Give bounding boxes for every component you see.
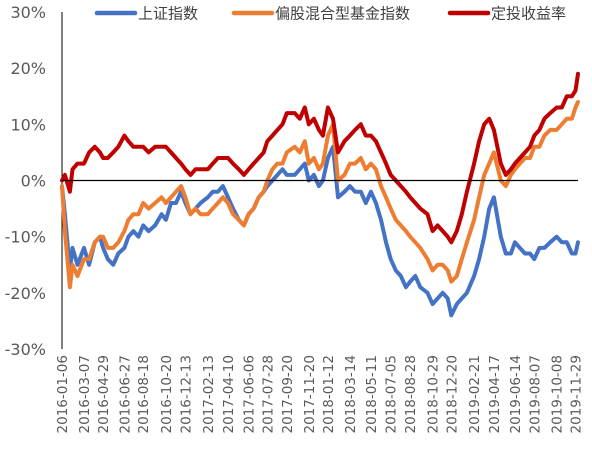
x-tick-label: 2016-06-27 <box>117 355 133 433</box>
x-tick-label: 2018-10-29 <box>426 355 442 433</box>
series-line-2 <box>60 99 580 290</box>
y-tick-label: 30% <box>10 3 46 22</box>
y-axis-ticks: 30% 20% 10% 0% -10% -20% -30% <box>5 3 46 359</box>
x-tick-label: 2018-03-14 <box>343 355 359 433</box>
y-tick-label: 20% <box>10 59 46 78</box>
x-tick-label: 2016-03-07 <box>77 355 93 433</box>
x-tick-label: 2019-04-17 <box>487 355 503 433</box>
x-tick-label: 2017-04-10 <box>221 355 237 433</box>
legend-item-2: 偏股混合型基金指数 <box>231 5 410 23</box>
y-tick-label: -30% <box>5 340 46 359</box>
y-tick-label: -20% <box>5 284 46 303</box>
y-tick-label: -10% <box>5 228 46 247</box>
x-tick-label: 2019-02-21 <box>467 355 483 433</box>
x-tick-label: 2016-04-29 <box>96 355 112 433</box>
legend-label: 定投收益率 <box>491 5 566 23</box>
x-tick-label: 2019-08-07 <box>527 355 543 433</box>
x-tick-label: 2016-12-13 <box>178 355 194 433</box>
x-tick-label: 2017-06-06 <box>242 355 258 433</box>
x-tick-label: 2017-02-13 <box>201 355 217 433</box>
legend-label: 上证指数 <box>138 5 198 23</box>
series-line-1 <box>60 144 580 318</box>
x-tick-label: 2018-07-05 <box>384 355 400 433</box>
y-tick-label: 0% <box>21 172 46 191</box>
series-line-3 <box>60 71 580 245</box>
x-tick-label: 2017-11-20 <box>302 355 318 433</box>
legend-item-3: 定投收益率 <box>447 5 566 23</box>
x-tick-label: 2019-06-14 <box>508 355 524 433</box>
x-tick-label: 2019-10-08 <box>550 355 566 433</box>
x-tick-label: 2019-11-29 <box>568 355 584 433</box>
x-tick-label: 2017-07-28 <box>260 355 276 433</box>
y-tick-label: 10% <box>10 115 46 134</box>
x-tick-label: 2018-05-11 <box>364 355 380 433</box>
legend-label: 偏股混合型基金指数 <box>275 5 410 23</box>
legend: 上证指数 偏股混合型基金指数 定投收益率 <box>94 5 566 23</box>
x-tick-label: 2016-01-06 <box>55 355 71 433</box>
x-tick-label: 2018-12-20 <box>444 355 460 433</box>
legend-item-1: 上证指数 <box>94 5 198 23</box>
x-axis-ticks: 2016-01-06 2016-03-07 2016-04-29 2016-06-27… <box>55 355 584 433</box>
x-tick-label: 2016-08-18 <box>136 355 152 433</box>
x-tick-label: 2017-09-20 <box>280 355 296 433</box>
x-tick-label: 2018-01-12 <box>321 355 337 433</box>
x-tick-label: 2016-10-20 <box>159 355 175 433</box>
x-tick-label: 2018-08-28 <box>403 355 419 433</box>
series-lines <box>60 71 580 318</box>
